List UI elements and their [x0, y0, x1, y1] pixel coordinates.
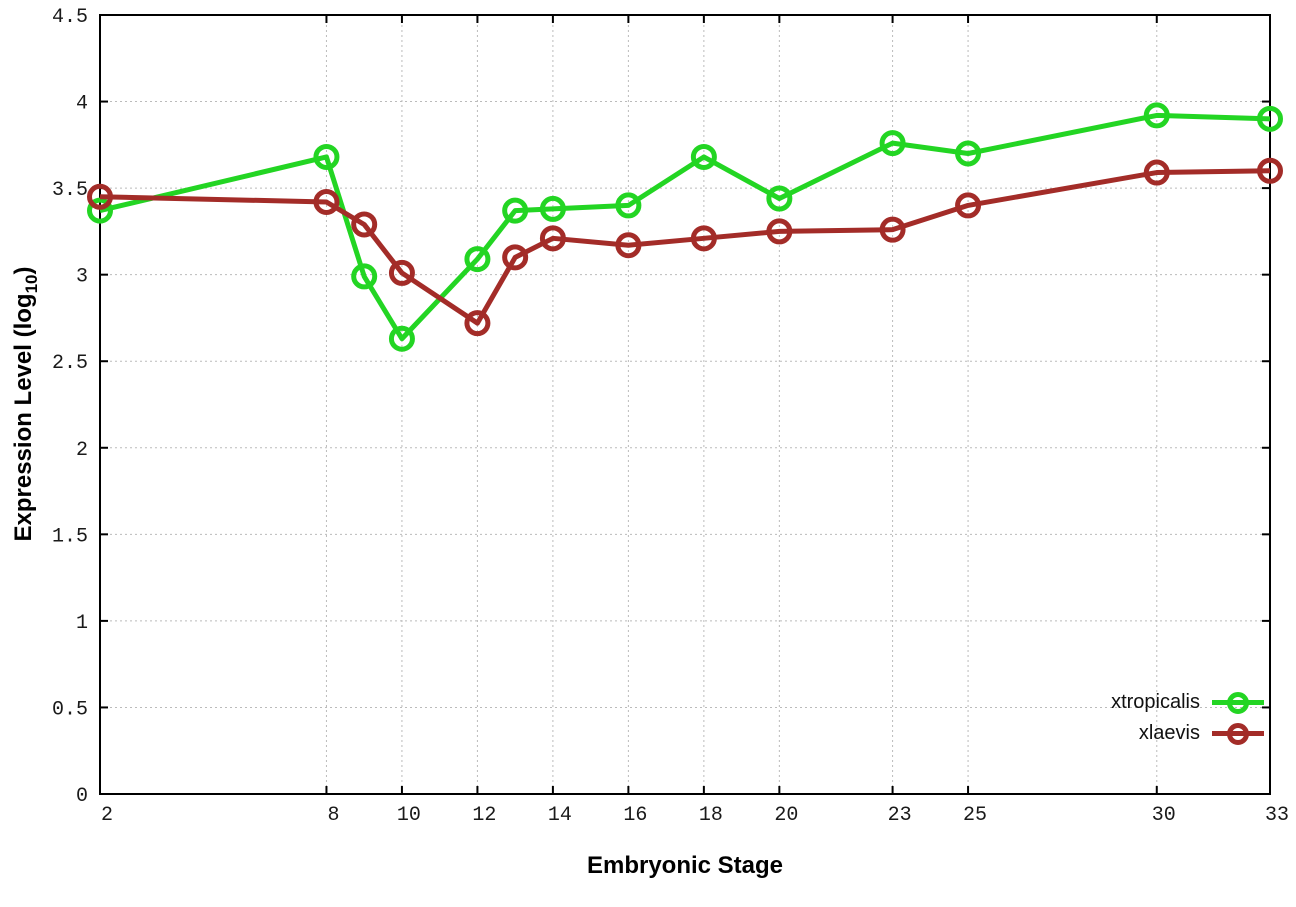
x-tick-label: 20 [774, 804, 798, 827]
series-layer [87, 102, 1283, 352]
data-point-xlaevis [1257, 157, 1283, 184]
tick-layer: 0 0.5 1 1.5 2 2.5 3 3.5 4 4.5 2 8 10 12 14 16 18 20 23 25 30… [52, 6, 1289, 827]
data-point-xtropicalis [87, 197, 113, 224]
x-tick-label: 14 [548, 804, 572, 827]
data-point-xtropicalis [615, 192, 642, 219]
x-tick-label: 30 [1152, 804, 1176, 827]
grid-layer [100, 15, 1270, 794]
data-point-xlaevis [502, 244, 529, 271]
data-point-xlaevis [313, 188, 340, 215]
y-axis-title-suffix: ) [10, 266, 37, 275]
y-axis-title-subscript: 10 [22, 274, 41, 294]
y-axis-title-text: Expression Level (log [10, 293, 37, 542]
data-point-xtropicalis [502, 197, 529, 224]
x-tick-label: 12 [472, 804, 496, 827]
data-point-xlaevis [87, 183, 113, 210]
y-tick-label: 1.5 [52, 525, 88, 548]
data-point-xtropicalis [766, 185, 793, 212]
x-tick-label: 16 [623, 804, 647, 827]
y-tick-label: 3.5 [52, 179, 88, 202]
y-tick-label: 4 [76, 93, 88, 116]
x-tick-label: 10 [397, 804, 421, 827]
legend-label-xlaevis: xlaevis [1138, 722, 1200, 744]
data-point-xlaevis [766, 218, 793, 245]
plot-border-rect [99, 14, 1271, 795]
x-tick-label: 2 [101, 804, 113, 827]
data-point-xtropicalis [388, 325, 415, 352]
y-tick-label: 2 [76, 439, 88, 462]
legend-marker-xtropicalis [1212, 691, 1264, 714]
y-tick-label: 0.5 [52, 698, 88, 721]
data-point-xtropicalis [464, 246, 491, 273]
data-point-xtropicalis [351, 263, 378, 290]
x-tick-label: 18 [699, 804, 723, 827]
data-point-xtropicalis [1257, 105, 1283, 132]
x-tick-label: 33 [1265, 804, 1289, 827]
data-point-xlaevis [690, 225, 717, 252]
x-tick-label: 25 [963, 804, 987, 827]
legend-item-xlaevis: xlaevis [1111, 718, 1264, 749]
x-axis-title: Embryonic Stage [586, 852, 784, 879]
y-tick-label: 2.5 [52, 352, 88, 375]
legend-marker-xlaevis [1212, 722, 1264, 745]
plot-border [99, 14, 1271, 795]
y-tick-label: 1 [76, 612, 88, 635]
data-point-xtropicalis [313, 143, 340, 170]
data-point-xlaevis [351, 211, 378, 238]
data-point-xlaevis [615, 232, 642, 259]
data-point-xlaevis [388, 259, 415, 286]
data-point-xlaevis [539, 225, 566, 252]
data-point-xtropicalis [690, 143, 717, 170]
legend-ring-icon [1227, 722, 1249, 745]
data-point-xlaevis [955, 192, 982, 219]
legend: xtropicalis xlaevis [1111, 687, 1264, 749]
legend-item-xtropicalis: xtropicalis [1111, 687, 1264, 718]
series-line-xlaevis [99, 168, 1271, 326]
legend-label-xtropicalis: xtropicalis [1111, 691, 1200, 713]
data-point-xtropicalis [879, 130, 906, 157]
data-point-xtropicalis [955, 140, 982, 167]
data-point-xlaevis [464, 310, 491, 337]
data-point-xtropicalis [539, 195, 566, 222]
y-tick-label: 4.5 [52, 6, 88, 29]
data-point-xlaevis [1143, 159, 1170, 186]
x-tick-label: 23 [888, 804, 912, 827]
legend-ring-icon [1227, 691, 1249, 714]
y-tick-label: 0 [76, 785, 88, 808]
y-tick-label: 3 [76, 266, 88, 289]
series-line-xtropicalis [99, 112, 1271, 342]
data-point-xlaevis [879, 216, 906, 243]
data-point-xtropicalis [1143, 102, 1170, 129]
x-tick-label: 8 [327, 804, 339, 827]
y-axis-title: Expression Level (log10) [10, 267, 42, 542]
